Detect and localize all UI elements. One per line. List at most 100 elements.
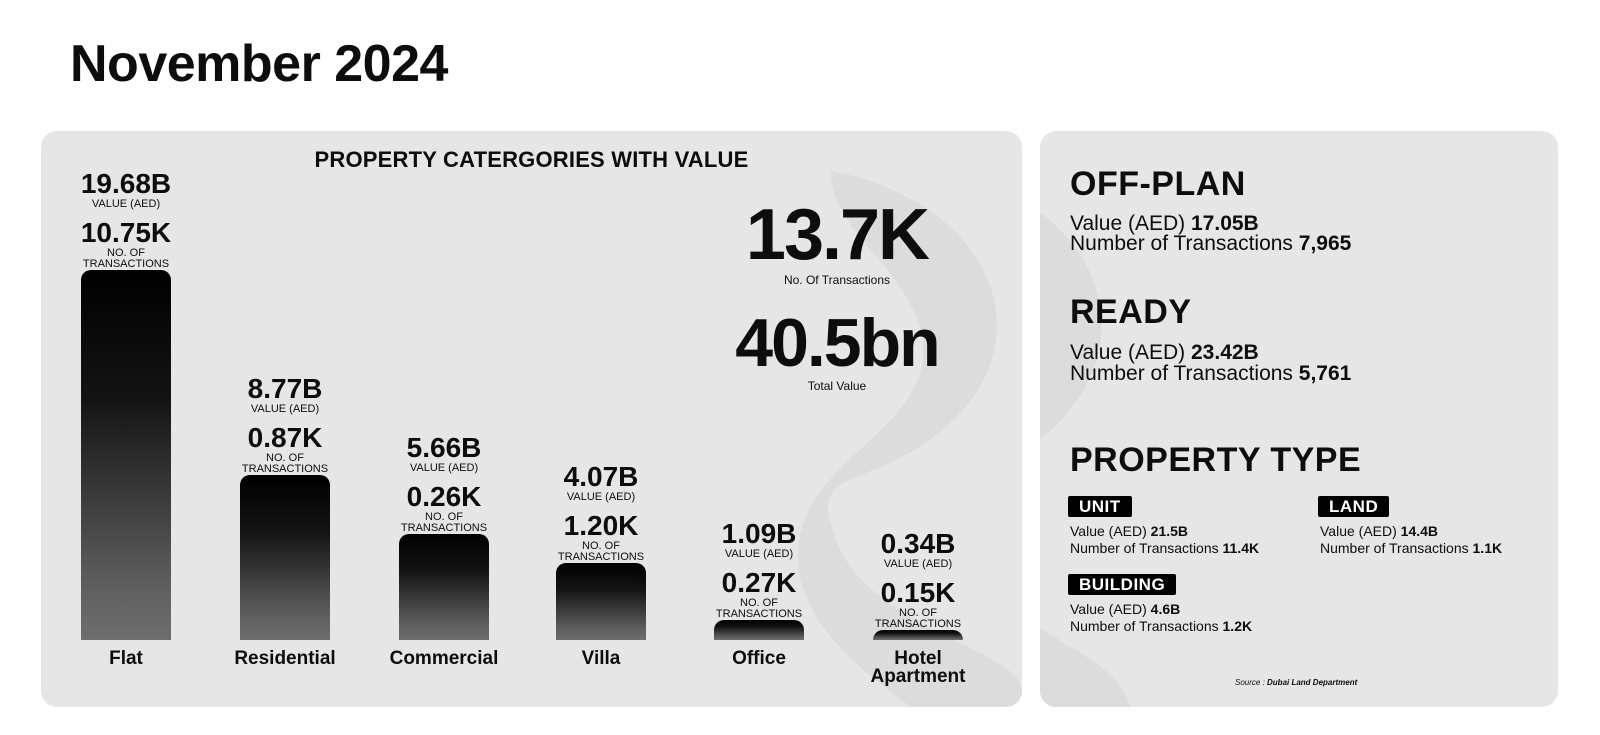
bar [556,563,646,640]
source-note: Source : Dubai Land Department [1235,678,1357,687]
type-building-value-label: Value (AED) [1070,601,1147,617]
bar-count-label: 0.26K [406,480,482,512]
bar-count-label: 10.75K [80,217,172,248]
source-prefix: Source : [1235,678,1268,687]
transactions-kpi-caption: No. Of Transactions [783,273,891,287]
bar-count-caption-2: TRANSACTIONS [557,551,645,564]
page-title: November 2024 [70,35,448,93]
offplan-tx-label: Number of Transactions [1070,232,1293,255]
type-building-tx: 1.2K [1222,618,1253,634]
ready-value-label: Value (AED) [1070,341,1186,364]
type-unit-value: 21.5B [1150,523,1189,539]
bar-value-caption: VALUE (AED) [724,547,794,560]
bar [240,475,330,640]
offplan-value-label: Value (AED) [1070,212,1186,235]
type-building-badge: BUILDING [1068,574,1177,595]
type-land-tx: 1.1K [1472,540,1503,556]
bar-count-caption-1: NO. OF [582,540,620,553]
ready-tx-line: Number of Transactions 5,761 [1070,363,1351,385]
ready-heading: READY [1070,293,1192,331]
type-unit-tx-line: Number of Transactions 11.4K [1070,540,1259,557]
type-building-value: 4.6B [1150,601,1181,617]
bar-data-labels: 8.77B VALUE (AED) 0.87K NO. OF TRANSACTIONS [210,374,360,475]
bar-count-caption-1: NO. OF [899,607,937,619]
type-land-value: 14.4B [1400,523,1439,539]
bar-category-label: Office [732,648,786,669]
bar-data-labels: 19.68B VALUE (AED) 10.75K NO. OF TRANSACTION… [51,169,201,270]
ready-tx-label: Number of Transactions [1070,362,1293,385]
bar-count-label: 0.15K [880,577,956,608]
watermark-shape-right [1040,212,1130,707]
bar-category-label: Hotel Apartment [870,648,966,687]
bar-value-label: 19.68B [80,168,172,199]
type-unit-badge: UNIT [1068,496,1132,517]
bar-data-labels: 4.07B VALUE (AED) 1.20K NO. OF TRANSACTIONS [526,462,676,563]
chart-panel: PROPERTY CATERGORIES WITH VALUE Flat 19.6… [41,131,1022,707]
bar-value-label: 1.09B [721,517,797,549]
total-value-kpi-value: 40.5bn [735,305,940,381]
summary-panel: OFF-PLAN Value (AED) 17.05B Number of Tr… [1040,131,1558,707]
type-land-value-line: Value (AED) 14.4B [1320,523,1502,540]
bar-count-caption-2: TRANSACTIONS [241,463,329,476]
type-land-badge: LAND [1318,496,1390,517]
bar [873,630,963,640]
bar-value-caption: VALUE (AED) [883,558,953,570]
bar-value-label: 8.77B [247,373,323,405]
bar-value-caption: VALUE (AED) [409,461,479,474]
bar-count-caption-2: TRANSACTIONS [874,618,962,630]
offplan-value: 17.05B [1191,212,1259,235]
bar-value-caption: VALUE (AED) [566,491,636,504]
bar-value-caption: VALUE (AED) [91,198,161,210]
offplan-heading: OFF-PLAN [1070,165,1246,203]
source-name: Dubai Land Department [1267,678,1358,687]
bar [399,533,489,640]
bar-count-caption-2: TRANSACTIONS [82,258,170,270]
bar-count-caption-1: NO. OF [266,452,304,465]
bar [81,270,171,640]
type-land-value-label: Value (AED) [1320,523,1397,539]
type-unit-value-line: Value (AED) 21.5B [1070,523,1259,540]
bar-data-labels: 0.34B VALUE (AED) 0.15K NO. OF TRANSACTIONS [843,529,993,630]
transactions-kpi: 13.7K No. Of Transactions [707,199,967,287]
bar-count-caption-1: NO. OF [740,596,778,609]
offplan-value-line: Value (AED) 17.05B [1070,213,1259,235]
ready-value: 23.42B [1191,341,1259,364]
total-value-kpi-caption: Total Value [807,379,867,393]
bar-data-labels: 1.09B VALUE (AED) 0.27K NO. OF TRANSACTIONS [684,517,834,620]
bar-value-caption: VALUE (AED) [250,403,320,416]
bar-count-caption-1: NO. OF [425,510,463,523]
type-unit: UNIT Value (AED) 21.5B Number of Transac… [1068,496,1259,557]
chart-title: PROPERTY CATERGORIES WITH VALUE [314,147,749,172]
type-unit-tx-label: Number of Transactions [1070,540,1219,556]
ready-tx: 5,761 [1298,362,1352,385]
bar-value-label: 0.34B [880,528,956,559]
type-land-tx-label: Number of Transactions [1320,540,1469,556]
type-unit-value-label: Value (AED) [1070,523,1147,539]
bar-category-label: Flat [109,648,143,669]
type-building-tx-line: Number of Transactions 1.2K [1070,618,1252,635]
bar [714,619,804,640]
type-land-tx-line: Number of Transactions 1.1K [1320,540,1502,557]
total-value-kpi: 40.5bn Total Value [707,309,967,393]
type-building: BUILDING Value (AED) 4.6B Number of Tran… [1068,574,1252,635]
bar-value-label: 4.07B [563,461,639,493]
bar-category-label: Villa [581,648,621,669]
type-building-tx-label: Number of Transactions [1070,618,1219,634]
bar-count-caption-1: NO. OF [107,247,145,259]
type-unit-tx: 11.4K [1222,540,1260,556]
bar-data-labels: 5.66B VALUE (AED) 0.26K NO. OF TRANSACTIONS [369,431,519,534]
bar-count-label: 1.20K [563,510,639,542]
bar-category-label: Commercial [389,648,499,669]
bar-count-caption-2: TRANSACTIONS [715,607,803,620]
bar-category-label: Residential [234,648,336,669]
bar-count-label: 0.27K [721,566,797,598]
transactions-kpi-value: 13.7K [745,195,930,275]
type-building-value-line: Value (AED) 4.6B [1070,601,1252,618]
offplan-tx-line: Number of Transactions 7,965 [1070,233,1351,255]
offplan-tx: 7,965 [1298,232,1352,255]
bar-count-label: 0.87K [247,422,323,454]
watermark-shape [797,171,1022,707]
ready-value-line: Value (AED) 23.42B [1070,342,1259,364]
type-land: LAND Value (AED) 14.4B Number of Transac… [1318,496,1502,557]
bar-value-label: 5.66B [406,431,482,463]
